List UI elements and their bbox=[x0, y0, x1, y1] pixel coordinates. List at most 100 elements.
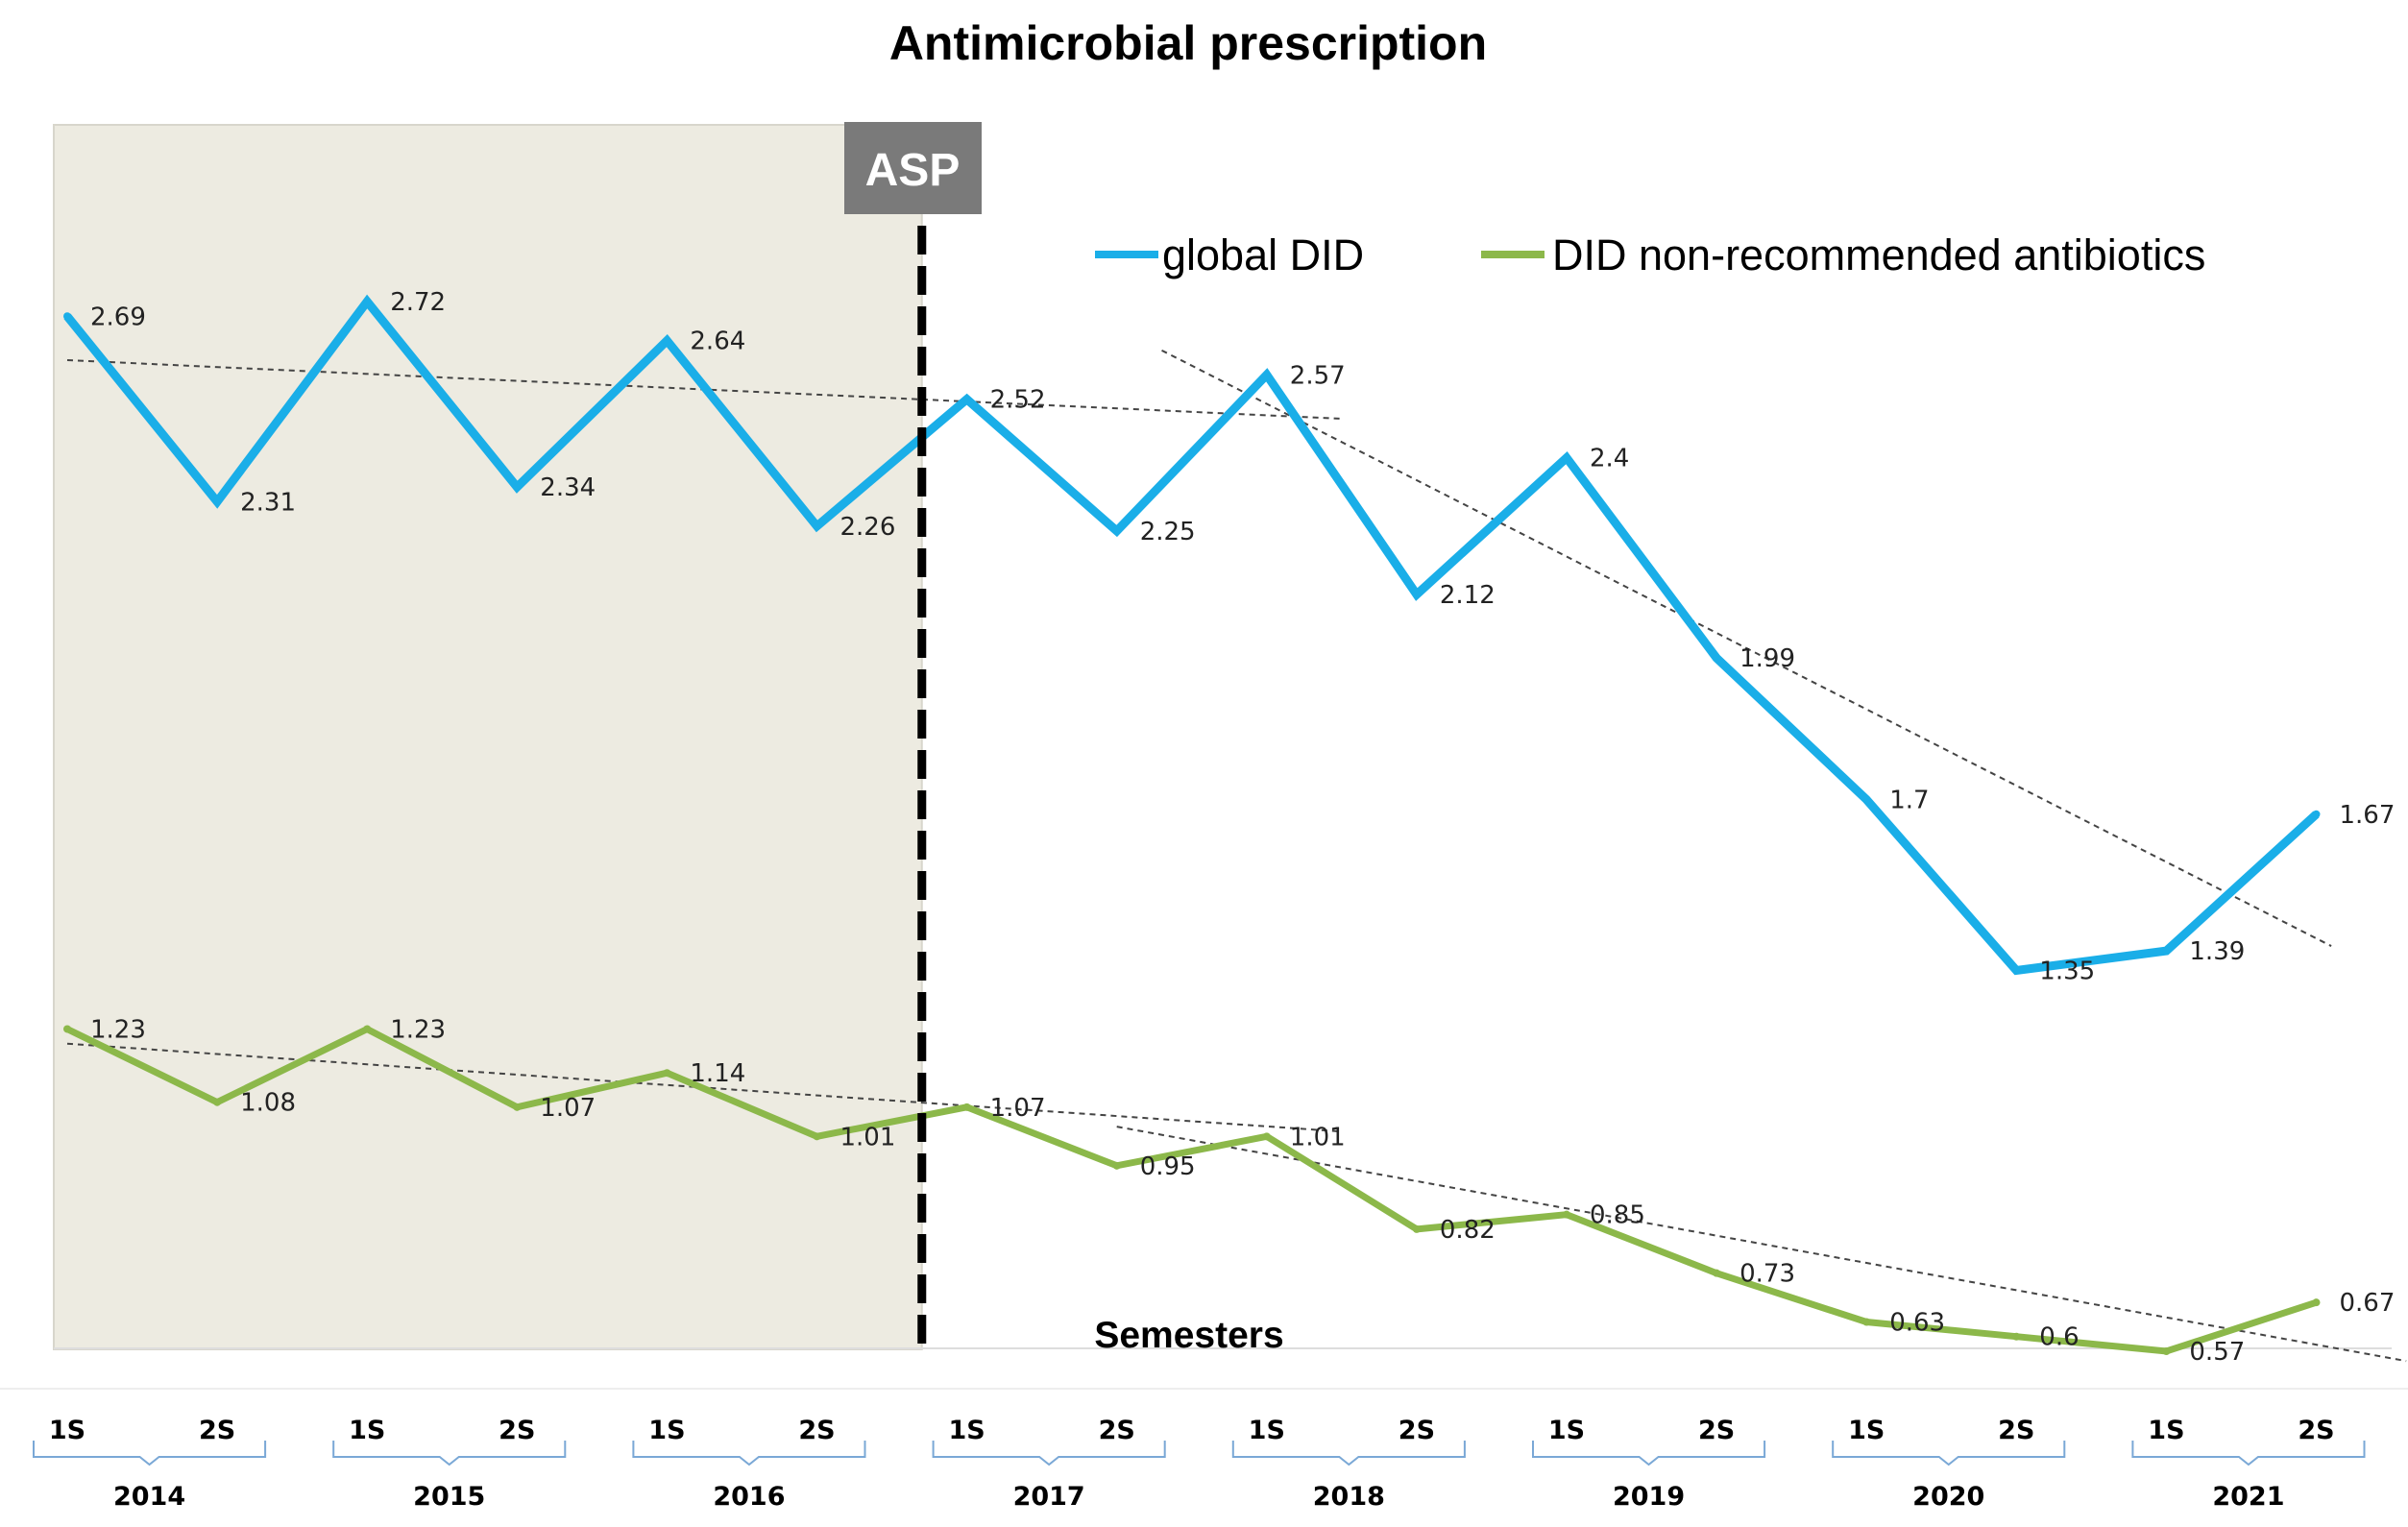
data-label: 2.69 bbox=[90, 303, 146, 331]
semester-tick-label: 2S bbox=[1399, 1416, 1435, 1445]
data-label: 0.95 bbox=[1140, 1152, 1196, 1181]
semester-tick-label: 1S bbox=[1548, 1416, 1585, 1445]
year-label: 2017 bbox=[1013, 1482, 1085, 1512]
series-lines bbox=[63, 294, 2321, 1355]
data-point bbox=[513, 1103, 522, 1111]
data-label: 2.31 bbox=[240, 488, 296, 517]
data-label: 1.08 bbox=[240, 1089, 296, 1118]
trendline-4 bbox=[1116, 1126, 2407, 1363]
asp-label-box bbox=[844, 122, 982, 214]
data-point bbox=[663, 1069, 671, 1078]
data-point bbox=[1262, 1132, 1271, 1141]
data-label: 0.6 bbox=[2039, 1323, 2079, 1352]
data-label: 2.26 bbox=[840, 513, 896, 542]
semester-tick-label: 2S bbox=[499, 1416, 535, 1445]
year-bracket bbox=[632, 1441, 866, 1466]
asp-label: ASP bbox=[865, 145, 961, 196]
year-bracket bbox=[1231, 1441, 1466, 1466]
data-label: 0.57 bbox=[2189, 1338, 2245, 1367]
data-point bbox=[1713, 654, 1721, 663]
data-point bbox=[213, 1098, 222, 1106]
chart-title: Antimicrobial prescription bbox=[889, 16, 1487, 70]
x-axis: 1S 2S 2014 1S 2S 2015 1S 2S 2016 1S 2S 2017 1S 2S 2018… bbox=[33, 1416, 2366, 1512]
data-label: 0.82 bbox=[1440, 1216, 1496, 1245]
year-bracket bbox=[2131, 1441, 2366, 1466]
year-label: 2015 bbox=[413, 1482, 485, 1512]
data-point bbox=[1563, 1210, 1570, 1219]
year-bracket bbox=[1832, 1441, 2066, 1466]
data-point bbox=[1563, 453, 1570, 462]
data-point bbox=[363, 1025, 372, 1033]
data-point bbox=[1112, 526, 1121, 535]
data-point bbox=[2162, 1347, 2171, 1355]
semester-tick-label: 2S bbox=[1099, 1416, 1135, 1445]
year-bracket bbox=[332, 1441, 567, 1466]
data-point bbox=[1412, 591, 1421, 599]
data-label: 1.07 bbox=[990, 1094, 1046, 1123]
data-label: 1.23 bbox=[390, 1015, 446, 1044]
year-label: 2021 bbox=[2212, 1482, 2284, 1512]
data-point bbox=[213, 497, 222, 506]
year-bracket bbox=[33, 1441, 267, 1466]
data-point bbox=[1412, 1224, 1421, 1233]
data-point bbox=[2312, 810, 2321, 818]
semester-tick-label: 1S bbox=[1249, 1416, 1285, 1445]
year-label: 2016 bbox=[713, 1482, 785, 1512]
data-label: 0.73 bbox=[1739, 1260, 1795, 1289]
semester-tick-label: 1S bbox=[49, 1416, 85, 1445]
series-line-global-did bbox=[63, 294, 2320, 976]
data-label: 2.25 bbox=[1140, 518, 1196, 546]
semester-tick-label: 1S bbox=[2148, 1416, 2184, 1445]
data-point bbox=[513, 483, 522, 492]
data-label: 2.52 bbox=[990, 386, 1046, 415]
semester-tick-label: 2S bbox=[199, 1416, 235, 1445]
data-point bbox=[1713, 1269, 1721, 1277]
data-label: 2.34 bbox=[540, 473, 596, 502]
data-point bbox=[962, 395, 971, 403]
legend: global DID DID non-recommended antibioti… bbox=[1095, 230, 2205, 279]
semester-tick-label: 2S bbox=[2298, 1416, 2334, 1445]
data-point bbox=[2012, 966, 2021, 975]
semester-tick-label: 2S bbox=[1998, 1416, 2034, 1445]
pre-asp-shaded-region bbox=[53, 124, 923, 1350]
data-label: 1.23 bbox=[90, 1015, 146, 1044]
data-label: 1.01 bbox=[1290, 1123, 1346, 1151]
data-label: 1.39 bbox=[2189, 937, 2245, 966]
data-point bbox=[962, 1103, 971, 1111]
data-label: 0.67 bbox=[2340, 1289, 2396, 1318]
data-label: 1.7 bbox=[1889, 787, 1929, 815]
semester-tick-label: 2S bbox=[1698, 1416, 1735, 1445]
year-label: 2018 bbox=[1313, 1482, 1385, 1512]
data-label: 1.01 bbox=[840, 1123, 896, 1151]
semester-tick-label: 1S bbox=[648, 1416, 685, 1445]
data-label: 2.12 bbox=[1440, 581, 1496, 610]
year-label: 2014 bbox=[113, 1482, 185, 1512]
series-line-non-recommended bbox=[65, 1025, 2318, 1355]
year-bracket bbox=[932, 1441, 1166, 1466]
legend-label-non-recommended: DID non-recommended antibiotics bbox=[1552, 230, 2205, 279]
x-axis-title: Semesters bbox=[1094, 1315, 1283, 1356]
year-bracket bbox=[1532, 1441, 1766, 1466]
data-point bbox=[813, 1132, 821, 1141]
data-point bbox=[1862, 795, 1871, 804]
data-point bbox=[63, 1025, 71, 1033]
data-point bbox=[663, 336, 671, 345]
data-label: 1.67 bbox=[2340, 801, 2396, 830]
data-label: 0.85 bbox=[1590, 1201, 1645, 1230]
trendline-2 bbox=[1161, 349, 2332, 947]
legend-label-global-did: global DID bbox=[1162, 230, 1364, 279]
data-label: 2.57 bbox=[1290, 361, 1346, 390]
data-point bbox=[363, 298, 372, 305]
data-point bbox=[1262, 371, 1271, 379]
data-point bbox=[2312, 1298, 2321, 1307]
year-label: 2020 bbox=[1912, 1482, 1984, 1512]
data-label: 2.64 bbox=[690, 327, 745, 356]
semester-tick-label: 2S bbox=[798, 1416, 835, 1445]
data-label: 1.99 bbox=[1739, 644, 1795, 673]
data-point bbox=[63, 312, 71, 321]
data-label: 1.35 bbox=[2039, 957, 2095, 985]
data-point bbox=[2012, 1332, 2021, 1341]
data-point bbox=[813, 521, 821, 530]
data-point bbox=[1862, 1318, 1871, 1326]
